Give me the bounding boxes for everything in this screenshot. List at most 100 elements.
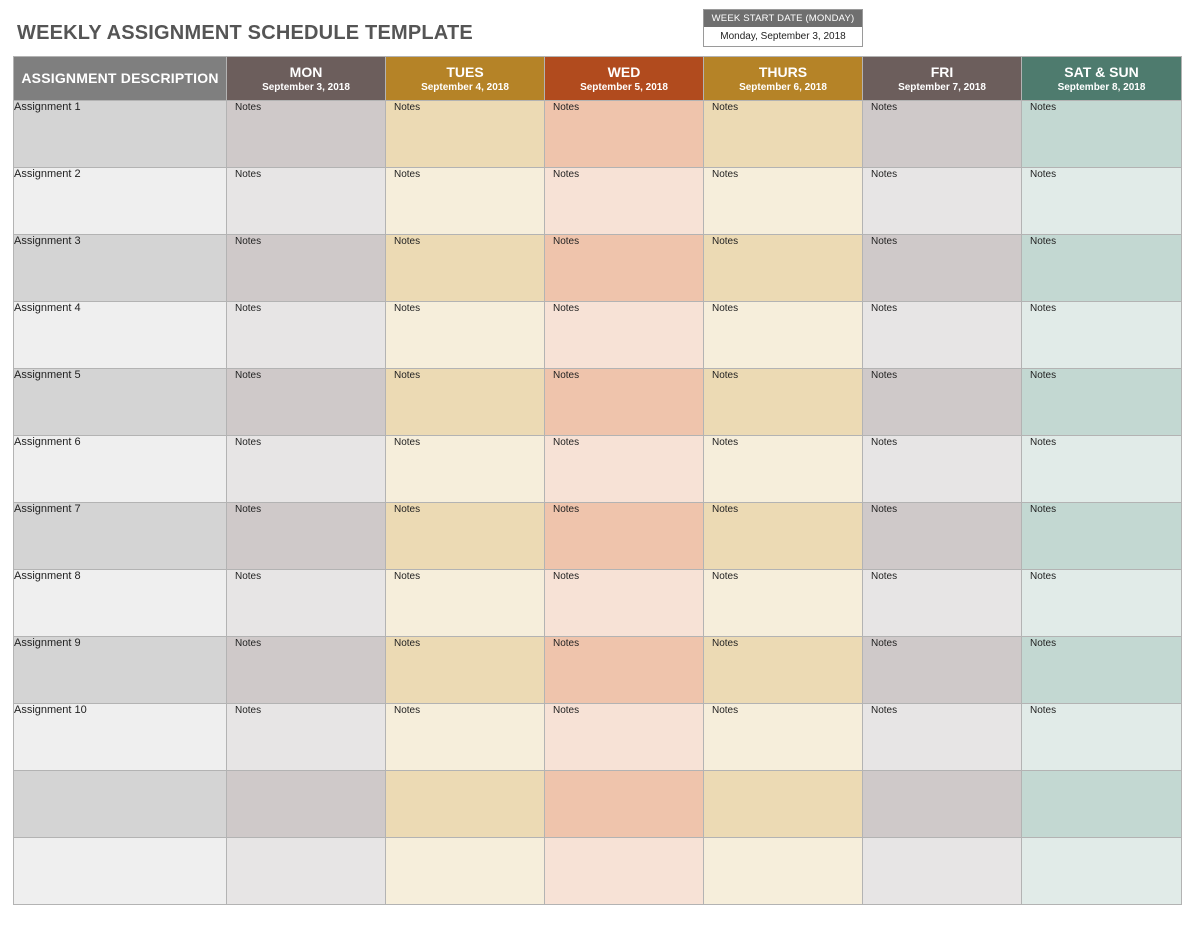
- notes-cell[interactable]: [703, 837, 863, 905]
- notes-cell[interactable]: [862, 770, 1022, 838]
- notes-cell[interactable]: Notes: [862, 301, 1022, 369]
- notes-text: Notes: [394, 169, 421, 180]
- notes-text: Notes: [235, 571, 262, 582]
- notes-cell[interactable]: Notes: [862, 569, 1022, 637]
- assignment-cell[interactable]: Assignment 2: [13, 167, 227, 235]
- notes-cell[interactable]: [226, 770, 386, 838]
- notes-cell[interactable]: Notes: [703, 234, 863, 302]
- notes-cell[interactable]: Notes: [703, 100, 863, 168]
- notes-cell[interactable]: Notes: [1021, 167, 1182, 235]
- notes-cell[interactable]: Notes: [703, 703, 863, 771]
- notes-cell[interactable]: Notes: [703, 502, 863, 570]
- assignment-cell[interactable]: Assignment 7: [13, 502, 227, 570]
- notes-cell[interactable]: Notes: [862, 167, 1022, 235]
- notes-cell[interactable]: [385, 770, 545, 838]
- notes-cell[interactable]: Notes: [862, 234, 1022, 302]
- schedule-body: Assignment 1 Notes Notes Notes Notes Notes Not…: [13, 100, 1182, 905]
- notes-cell[interactable]: Notes: [385, 301, 545, 369]
- day-name: TUES: [446, 63, 484, 80]
- notes-cell[interactable]: Notes: [862, 100, 1022, 168]
- assignment-cell[interactable]: [13, 770, 227, 838]
- notes-cell[interactable]: Notes: [226, 301, 386, 369]
- notes-cell[interactable]: Notes: [1021, 435, 1182, 503]
- notes-cell[interactable]: Notes: [703, 368, 863, 436]
- notes-cell[interactable]: Notes: [226, 569, 386, 637]
- notes-cell[interactable]: Notes: [544, 100, 704, 168]
- assignment-cell[interactable]: Assignment 8: [13, 569, 227, 637]
- notes-text: Notes: [235, 370, 262, 381]
- notes-cell[interactable]: Notes: [862, 502, 1022, 570]
- notes-cell[interactable]: Notes: [544, 435, 704, 503]
- day-date: September 4, 2018: [421, 81, 509, 93]
- notes-cell[interactable]: Notes: [1021, 368, 1182, 436]
- notes-cell[interactable]: [1021, 837, 1182, 905]
- assignment-cell[interactable]: Assignment 10: [13, 703, 227, 771]
- notes-cell[interactable]: Notes: [703, 636, 863, 704]
- notes-cell[interactable]: Notes: [1021, 569, 1182, 637]
- notes-text: Notes: [871, 370, 898, 381]
- assignment-cell[interactable]: Assignment 5: [13, 368, 227, 436]
- notes-cell[interactable]: Notes: [385, 502, 545, 570]
- notes-cell[interactable]: [544, 837, 704, 905]
- notes-cell[interactable]: Notes: [385, 703, 545, 771]
- assignment-cell[interactable]: Assignment 1: [13, 100, 227, 168]
- assignment-cell[interactable]: Assignment 9: [13, 636, 227, 704]
- notes-cell[interactable]: Notes: [1021, 703, 1182, 771]
- assignment-cell[interactable]: Assignment 4: [13, 301, 227, 369]
- notes-cell[interactable]: Notes: [226, 636, 386, 704]
- notes-cell[interactable]: [703, 770, 863, 838]
- notes-cell[interactable]: Notes: [226, 368, 386, 436]
- notes-cell[interactable]: Notes: [703, 435, 863, 503]
- notes-cell[interactable]: [1021, 770, 1182, 838]
- notes-cell[interactable]: Notes: [1021, 100, 1182, 168]
- notes-cell[interactable]: Notes: [703, 167, 863, 235]
- notes-cell[interactable]: Notes: [1021, 502, 1182, 570]
- notes-cell[interactable]: Notes: [544, 636, 704, 704]
- notes-cell[interactable]: Notes: [862, 636, 1022, 704]
- notes-text: [704, 771, 862, 772]
- notes-cell[interactable]: Notes: [385, 234, 545, 302]
- notes-cell[interactable]: Notes: [385, 435, 545, 503]
- notes-cell[interactable]: Notes: [1021, 636, 1182, 704]
- notes-cell[interactable]: [544, 770, 704, 838]
- notes-cell[interactable]: Notes: [544, 569, 704, 637]
- day-header-sat-sun: SAT & SUN September 8, 2018: [1021, 56, 1182, 101]
- day-header-tues: TUES September 4, 2018: [385, 56, 545, 101]
- assignment-cell[interactable]: [13, 837, 227, 905]
- notes-cell[interactable]: Notes: [1021, 234, 1182, 302]
- notes-cell[interactable]: Notes: [544, 703, 704, 771]
- notes-cell[interactable]: Notes: [385, 368, 545, 436]
- notes-cell[interactable]: Notes: [544, 502, 704, 570]
- notes-cell[interactable]: Notes: [385, 569, 545, 637]
- notes-cell[interactable]: Notes: [385, 167, 545, 235]
- notes-cell[interactable]: Notes: [226, 167, 386, 235]
- notes-cell[interactable]: Notes: [703, 301, 863, 369]
- notes-cell[interactable]: Notes: [226, 234, 386, 302]
- notes-cell[interactable]: Notes: [544, 301, 704, 369]
- notes-cell[interactable]: Notes: [862, 435, 1022, 503]
- notes-cell[interactable]: Notes: [1021, 301, 1182, 369]
- notes-cell[interactable]: Notes: [862, 703, 1022, 771]
- notes-cell[interactable]: Notes: [862, 368, 1022, 436]
- notes-cell[interactable]: Notes: [226, 703, 386, 771]
- notes-cell[interactable]: [226, 837, 386, 905]
- notes-cell[interactable]: Notes: [226, 435, 386, 503]
- week-start-value[interactable]: Monday, September 3, 2018: [720, 31, 846, 42]
- notes-cell[interactable]: Notes: [544, 368, 704, 436]
- notes-cell[interactable]: Notes: [544, 167, 704, 235]
- notes-cell[interactable]: Notes: [385, 636, 545, 704]
- assignment-cell[interactable]: Assignment 6: [13, 435, 227, 503]
- notes-cell[interactable]: [385, 837, 545, 905]
- notes-text: Notes: [553, 169, 580, 180]
- notes-text: [545, 838, 703, 839]
- notes-cell[interactable]: Notes: [544, 234, 704, 302]
- notes-cell[interactable]: Notes: [385, 100, 545, 168]
- notes-text: Notes: [553, 504, 580, 515]
- notes-cell[interactable]: [862, 837, 1022, 905]
- notes-text: Notes: [1030, 638, 1057, 649]
- notes-cell[interactable]: Notes: [226, 502, 386, 570]
- notes-text: Notes: [712, 504, 739, 515]
- assignment-cell[interactable]: Assignment 3: [13, 234, 227, 302]
- notes-cell[interactable]: Notes: [703, 569, 863, 637]
- notes-cell[interactable]: Notes: [226, 100, 386, 168]
